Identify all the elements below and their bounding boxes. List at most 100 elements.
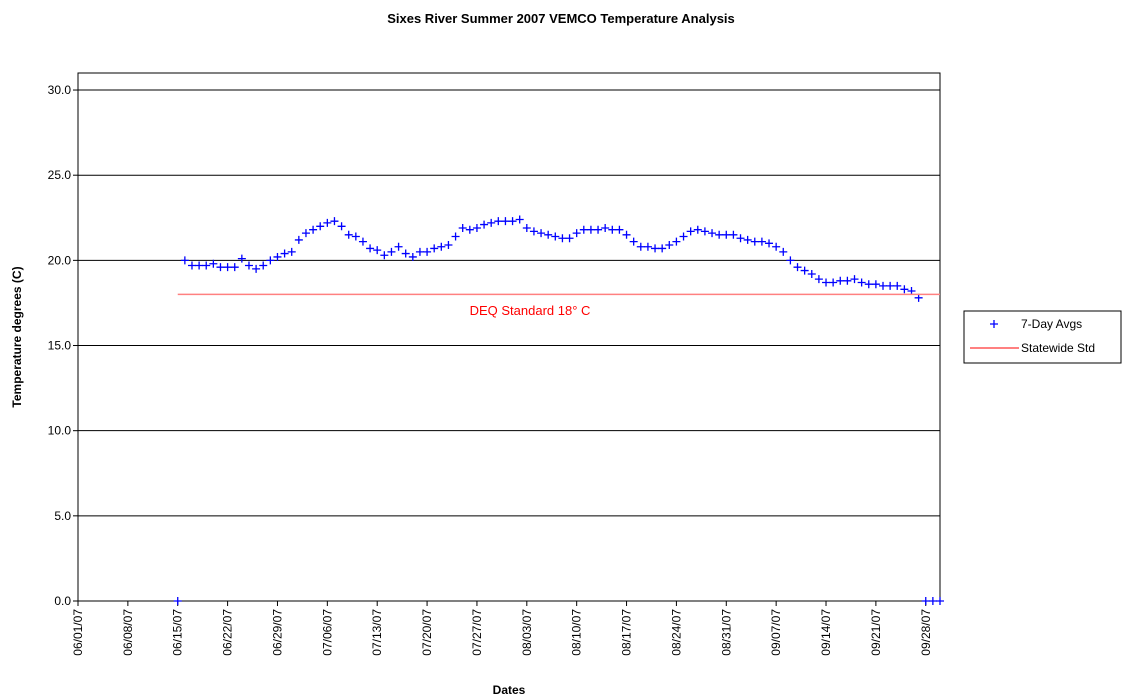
data-point bbox=[601, 223, 610, 232]
data-point bbox=[686, 227, 695, 236]
data-point bbox=[387, 247, 396, 256]
data-point bbox=[651, 244, 660, 253]
x-tick-label: 06/08/07 bbox=[121, 609, 135, 656]
data-point bbox=[836, 276, 845, 285]
data-point bbox=[487, 218, 496, 227]
data-point bbox=[722, 230, 731, 239]
data-point bbox=[558, 234, 567, 243]
data-point bbox=[252, 264, 261, 273]
data-point bbox=[579, 225, 588, 234]
data-point bbox=[287, 247, 296, 256]
x-tick-label: 08/17/07 bbox=[620, 609, 634, 656]
data-point bbox=[864, 280, 873, 289]
data-point bbox=[366, 244, 375, 253]
x-axis-title: Dates bbox=[493, 683, 526, 697]
data-point bbox=[622, 230, 631, 239]
data-point bbox=[316, 222, 325, 231]
data-point bbox=[202, 261, 211, 270]
data-point bbox=[358, 237, 367, 246]
x-tick-label: 09/14/07 bbox=[819, 609, 833, 656]
data-point bbox=[494, 217, 503, 226]
data-point bbox=[843, 276, 852, 285]
data-point bbox=[444, 241, 453, 250]
y-tick-label: 5.0 bbox=[54, 509, 71, 523]
data-point bbox=[230, 263, 239, 272]
x-tick-label: 09/21/07 bbox=[869, 609, 883, 656]
data-point bbox=[672, 237, 681, 246]
data-point bbox=[223, 263, 232, 272]
data-point bbox=[565, 234, 574, 243]
x-tick-label: 07/27/07 bbox=[470, 609, 484, 656]
data-point bbox=[850, 275, 859, 284]
data-point bbox=[380, 251, 389, 260]
x-tick-label: 08/10/07 bbox=[570, 609, 584, 656]
data-point bbox=[180, 256, 189, 265]
data-point bbox=[936, 597, 944, 605]
data-point bbox=[437, 242, 446, 251]
x-tick-label: 08/24/07 bbox=[669, 609, 683, 656]
data-point bbox=[586, 225, 595, 234]
data-point bbox=[551, 232, 560, 241]
data-point bbox=[643, 242, 652, 251]
data-point bbox=[700, 227, 709, 236]
data-point bbox=[465, 225, 474, 234]
data-point bbox=[237, 254, 246, 263]
data-point bbox=[394, 242, 403, 251]
data-point bbox=[373, 246, 382, 255]
data-point bbox=[195, 261, 204, 270]
x-tick-label: 08/03/07 bbox=[520, 609, 534, 656]
data-point bbox=[886, 281, 895, 290]
data-point bbox=[729, 230, 738, 239]
data-point bbox=[900, 285, 909, 294]
data-point bbox=[244, 261, 253, 270]
data-point bbox=[544, 230, 553, 239]
data-point bbox=[822, 278, 831, 287]
data-point bbox=[301, 229, 310, 238]
data-point bbox=[537, 229, 546, 238]
legend-swatch bbox=[990, 320, 998, 328]
data-point bbox=[508, 217, 517, 226]
data-point bbox=[480, 220, 489, 229]
chart-title: Sixes River Summer 2007 VEMCO Temperatur… bbox=[387, 11, 735, 26]
data-point bbox=[309, 225, 318, 234]
data-point bbox=[715, 230, 724, 239]
data-point bbox=[693, 225, 702, 234]
data-point bbox=[216, 263, 225, 272]
data-point bbox=[515, 215, 524, 224]
x-tick-label: 06/01/07 bbox=[71, 609, 85, 656]
data-point bbox=[415, 247, 424, 256]
data-point bbox=[209, 259, 218, 268]
data-point bbox=[266, 256, 275, 265]
y-tick-label: 10.0 bbox=[48, 424, 72, 438]
legend-label: Statewide Std bbox=[1021, 341, 1095, 355]
x-tick-label: 06/22/07 bbox=[221, 609, 235, 656]
legend-box bbox=[963, 310, 1122, 364]
data-point bbox=[786, 256, 795, 265]
data-point bbox=[757, 237, 766, 246]
x-tick-label: 08/31/07 bbox=[719, 609, 733, 656]
data-point bbox=[658, 244, 667, 253]
data-point bbox=[430, 244, 439, 253]
data-point bbox=[323, 218, 332, 227]
data-point bbox=[615, 225, 624, 234]
x-tick-label: 09/28/07 bbox=[919, 609, 933, 656]
data-point bbox=[351, 232, 360, 241]
data-point bbox=[330, 217, 339, 226]
data-point bbox=[529, 227, 538, 236]
data-point bbox=[522, 223, 531, 232]
legend-label: 7-Day Avgs bbox=[1021, 317, 1082, 331]
data-point bbox=[736, 234, 745, 243]
data-point bbox=[814, 275, 823, 284]
data-point bbox=[173, 597, 182, 605]
data-point bbox=[472, 223, 481, 232]
data-point bbox=[273, 252, 282, 261]
data-point bbox=[793, 263, 802, 272]
data-point bbox=[594, 225, 603, 234]
data-point bbox=[665, 241, 674, 250]
data-point bbox=[871, 280, 880, 289]
data-point bbox=[800, 266, 809, 275]
y-tick-label: 20.0 bbox=[48, 253, 72, 267]
y-tick-label: 15.0 bbox=[48, 339, 72, 353]
data-point bbox=[772, 242, 781, 251]
